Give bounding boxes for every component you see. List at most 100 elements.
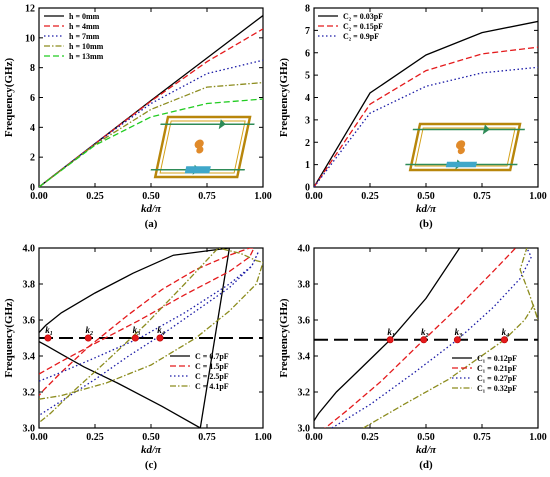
x-tick-label: 0.75 xyxy=(198,432,216,443)
legend-entry: C₂ = 0.03pF xyxy=(343,12,383,21)
x-axis-label: kd/π xyxy=(141,203,162,215)
marker-point xyxy=(453,336,461,344)
y-axis-label: Frequency(GHz) xyxy=(278,298,290,378)
legend-entry: h = 7mm xyxy=(69,32,100,41)
y-tick-label: 8 xyxy=(30,63,35,74)
series-line-4 xyxy=(39,248,263,424)
legend-entry: C₂ = 0.15pF xyxy=(343,22,383,31)
series-line-1 xyxy=(39,248,231,428)
series-line-1 xyxy=(314,248,461,422)
y-tick-label: 1 xyxy=(305,160,310,171)
series-group xyxy=(314,20,538,187)
y-tick-label: 3.8 xyxy=(23,280,36,291)
legend-entry: C₂ = 0.9pF xyxy=(343,32,379,41)
x-tick-label: 0.50 xyxy=(417,432,435,443)
series-line-3 xyxy=(39,251,260,416)
x-tick-label: 1.00 xyxy=(529,191,547,202)
y-tick-label: 6 xyxy=(30,93,35,104)
y-tick-label: 3.8 xyxy=(298,280,311,291)
y-tick-label: 2 xyxy=(30,153,35,164)
legend-entry: h = 4mm xyxy=(69,22,100,31)
legend-entry: C = 4.1pF xyxy=(195,382,229,391)
y-tick-label: 3.4 xyxy=(298,352,311,363)
y-tick-label: 10 xyxy=(25,33,35,44)
chart-panel-b: 0.00 0.25 0.50 0.75 1.00 0 1 2 3 4 5 6 7 8 kd/π Frequen… xyxy=(278,4,547,231)
y-tick-label: 0 xyxy=(30,183,35,194)
x-tick-label: 0.00 xyxy=(30,432,48,443)
x-tick-label: 0.25 xyxy=(86,432,104,443)
legend-entry: C = 2.5pF xyxy=(195,372,229,381)
y-tick-label: 3.0 xyxy=(298,424,311,435)
x-tick-label: 0.75 xyxy=(198,191,216,202)
legend-entry: C₁ = 0.32pF xyxy=(477,384,517,393)
panel-caption: (a) xyxy=(145,218,158,230)
x-tick-label: 0.75 xyxy=(473,432,491,443)
panel-caption: (c) xyxy=(145,459,158,471)
inset-structure-illustration xyxy=(405,122,525,172)
y-axis-label: Frequency(GHz) xyxy=(3,58,15,138)
x-tick-label: 0.25 xyxy=(86,191,104,202)
marker-label: k4 xyxy=(502,327,510,339)
marker-label: k1 xyxy=(387,327,395,339)
series-line-2 xyxy=(314,46,538,187)
y-tick-label: 3.6 xyxy=(298,316,311,327)
series-group xyxy=(39,14,263,187)
marker-point xyxy=(386,336,394,344)
marker-point xyxy=(500,336,508,344)
marker-point xyxy=(420,336,428,344)
legend-entry: h = 10mm xyxy=(69,42,104,51)
y-axis-label: Frequency(GHz) xyxy=(3,298,15,378)
series-line-4 xyxy=(39,81,263,187)
inset-structure-illustration xyxy=(150,115,255,179)
chart-panel-c: 0.00 0.25 0.50 0.75 1.00 3.0 3.2 3.4 3.6 3.8 4.0 kd… xyxy=(3,244,272,472)
x-tick-label: 1.00 xyxy=(254,432,272,443)
x-tick-label: 0.00 xyxy=(30,191,48,202)
y-tick-label: 3.6 xyxy=(23,316,36,327)
y-tick-label: 3.0 xyxy=(23,424,36,435)
marker-point xyxy=(84,334,92,342)
y-tick-label: 4 xyxy=(305,93,310,104)
y-tick-label: 5 xyxy=(305,71,310,82)
series-line-2 xyxy=(324,248,517,428)
marker-point xyxy=(44,334,52,342)
series-line-3 xyxy=(331,248,533,428)
marker-label: k4 xyxy=(157,325,165,337)
x-tick-label: 0.50 xyxy=(417,191,435,202)
legend-entry: C₁ = 0.12pF xyxy=(477,354,517,363)
x-tick-label: 0.00 xyxy=(305,191,323,202)
series-line-1 xyxy=(314,20,538,187)
y-tick-label: 3.4 xyxy=(23,352,36,363)
x-tick-label: 0.50 xyxy=(142,432,160,443)
series-line-5 xyxy=(39,98,263,187)
marker-label: k3 xyxy=(133,325,141,337)
y-tick-label: 8 xyxy=(305,4,310,15)
marker-point xyxy=(156,334,164,342)
x-axis-label: kd/π xyxy=(416,203,437,215)
chart-panel-d: 0.00 0.25 0.50 0.75 1.00 3.0 3.2 3.4 3.6 3.8 4.0 kd… xyxy=(278,244,547,472)
y-tick-label: 4 xyxy=(30,123,35,134)
legend-entry: C₁ = 0.21pF xyxy=(477,364,517,373)
chart-panel-a: 0.00 0.25 0.50 0.75 1.00 0 2 4 6 8 10 12 kd/π Frequen… xyxy=(3,4,272,231)
marker-point xyxy=(131,334,139,342)
y-tick-label: 6 xyxy=(305,48,310,59)
x-tick-label: 0.25 xyxy=(361,432,379,443)
x-tick-label: 0.50 xyxy=(142,191,160,202)
marker-label: k2 xyxy=(421,327,429,339)
y-axis-label: Frequency(GHz) xyxy=(278,58,290,138)
x-axis-label: kd/π xyxy=(416,444,437,456)
y-tick-label: 3.2 xyxy=(298,388,311,399)
legend-entry: C₁ = 0.27pF xyxy=(477,374,517,383)
legend-entry: h = 13mm xyxy=(69,52,104,61)
x-axis-label: kd/π xyxy=(141,444,162,456)
panel-caption: (d) xyxy=(419,459,433,471)
legend-entry: C = 1.5pF xyxy=(195,362,229,371)
legend-entry: C = 0.7pF xyxy=(195,352,229,361)
x-tick-label: 0.75 xyxy=(473,191,491,202)
y-tick-label: 3 xyxy=(305,115,310,126)
panel-caption: (b) xyxy=(419,218,433,230)
